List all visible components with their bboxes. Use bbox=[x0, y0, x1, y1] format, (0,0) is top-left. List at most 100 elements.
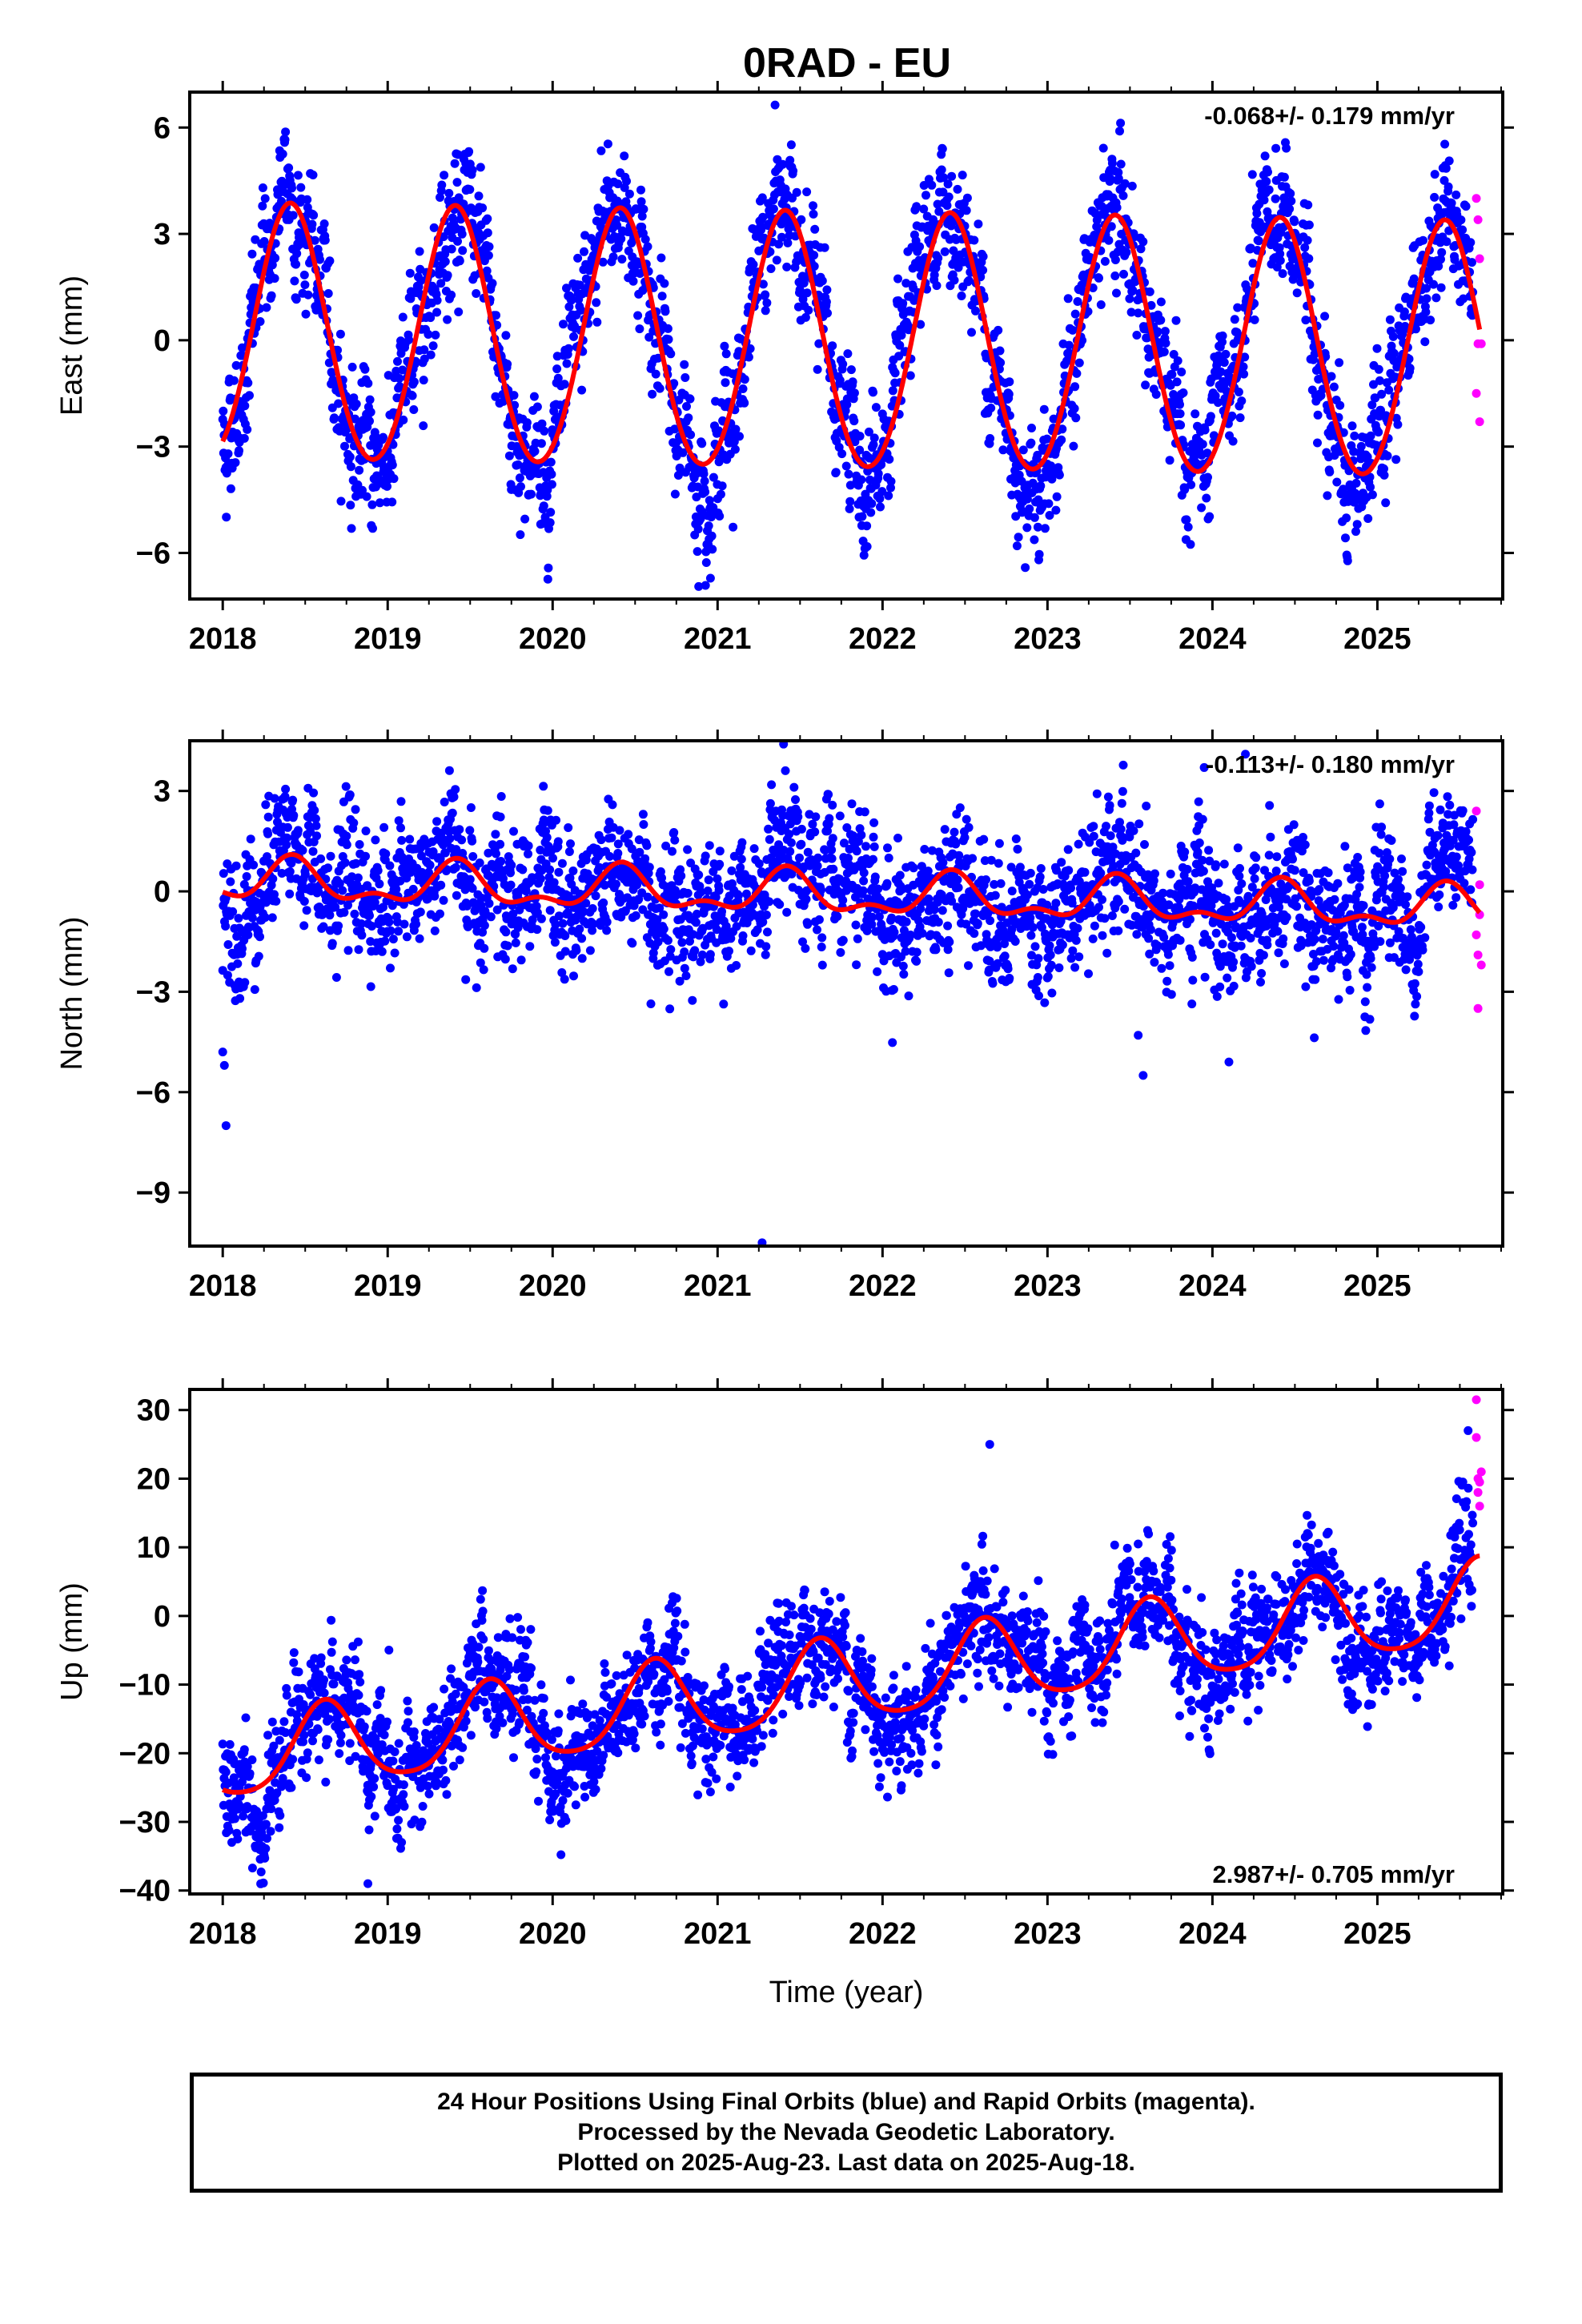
north-final-point bbox=[1092, 789, 1102, 798]
north-final-point bbox=[1011, 834, 1021, 843]
east-final-point bbox=[226, 484, 235, 493]
north-final-point bbox=[226, 877, 235, 887]
east-final-point bbox=[368, 524, 377, 533]
east-final-point bbox=[1367, 400, 1377, 410]
east-final-point bbox=[267, 291, 276, 300]
north-final-point bbox=[909, 863, 918, 873]
north-final-point bbox=[696, 957, 705, 967]
north-final-point bbox=[697, 950, 707, 959]
north-final-point bbox=[764, 824, 773, 834]
east-final-point bbox=[700, 476, 709, 486]
east-final-point bbox=[1280, 196, 1290, 206]
north-final-point bbox=[377, 947, 387, 956]
east-final-point bbox=[1447, 199, 1456, 208]
north-final-point bbox=[465, 826, 475, 835]
north-final-point bbox=[1027, 951, 1036, 960]
north-final-point bbox=[468, 883, 477, 893]
north-final-point bbox=[1046, 960, 1056, 970]
north-final-point bbox=[905, 931, 915, 939]
east-final-point bbox=[1116, 119, 1126, 128]
north-final-point bbox=[310, 806, 319, 815]
north-final-point bbox=[300, 870, 310, 879]
east-final-point bbox=[995, 346, 1005, 356]
east-final-point bbox=[996, 358, 1006, 368]
east-final-point bbox=[424, 330, 433, 339]
east-final-point bbox=[564, 344, 573, 353]
east-final-point bbox=[651, 369, 661, 379]
north-final-point bbox=[1003, 964, 1013, 974]
east-final-point bbox=[387, 460, 397, 470]
east-final-point bbox=[415, 247, 424, 256]
north-final-point bbox=[986, 855, 996, 865]
north-panel: 2018 2019 2020 2021 2022 2023 2024 2025−9−6−303… bbox=[55, 730, 1514, 1303]
east-final-point bbox=[484, 242, 494, 251]
north-final-point bbox=[501, 927, 511, 937]
north-final-point bbox=[343, 946, 353, 955]
north-final-point bbox=[480, 943, 489, 953]
north-final-point bbox=[536, 914, 546, 923]
east-final-point bbox=[1325, 467, 1335, 476]
east-final-point bbox=[640, 235, 650, 244]
north-final-point bbox=[970, 929, 979, 939]
east-final-point bbox=[1198, 440, 1207, 449]
north-final-point bbox=[675, 976, 685, 986]
east-final-point bbox=[1072, 368, 1082, 378]
east-final-point bbox=[1374, 364, 1383, 374]
north-final-point bbox=[1026, 868, 1035, 878]
east-final-point bbox=[721, 378, 730, 388]
east-final-point bbox=[967, 328, 976, 337]
north-final-point bbox=[733, 891, 743, 900]
north-final-point bbox=[539, 782, 548, 791]
north-final-point bbox=[663, 935, 673, 945]
north-final-point bbox=[690, 946, 700, 955]
north-final-point bbox=[361, 826, 371, 836]
north-final-point bbox=[994, 838, 1004, 848]
north-final-point bbox=[425, 860, 435, 870]
north-final-point bbox=[1074, 877, 1084, 887]
east-final-point bbox=[1461, 202, 1471, 211]
north-final-point bbox=[553, 837, 563, 846]
north-final-point bbox=[1047, 988, 1057, 998]
north-final-point bbox=[552, 815, 560, 825]
north-final-point bbox=[1131, 848, 1141, 858]
north-final-point bbox=[665, 967, 673, 976]
east-final-point bbox=[1352, 520, 1362, 529]
east-final-point bbox=[1126, 308, 1136, 317]
north-final-point bbox=[436, 880, 446, 890]
north-final-point bbox=[852, 960, 861, 970]
east-final-point bbox=[884, 491, 893, 501]
east-final-point bbox=[532, 402, 542, 412]
east-final-point bbox=[976, 272, 986, 282]
north-final-point bbox=[828, 800, 837, 810]
east-final-point bbox=[701, 581, 710, 590]
north-final-point bbox=[388, 935, 398, 944]
east-final-point bbox=[1100, 256, 1110, 266]
east-final-point bbox=[1045, 511, 1054, 520]
north-final-point bbox=[577, 954, 587, 963]
east-final-point bbox=[845, 480, 855, 490]
north-final-point bbox=[711, 892, 721, 902]
east-final-point bbox=[243, 424, 252, 434]
east-final-point bbox=[809, 262, 819, 271]
north-final-point bbox=[323, 863, 333, 873]
east-final-point bbox=[873, 469, 883, 478]
east-final-point bbox=[1205, 512, 1215, 521]
east-final-point bbox=[1341, 533, 1350, 543]
north-final-point bbox=[549, 878, 559, 887]
east-final-point bbox=[1314, 375, 1323, 384]
east-final-point bbox=[844, 469, 853, 479]
north-final-point bbox=[944, 968, 954, 978]
east-final-point bbox=[1005, 377, 1014, 387]
east-final-point bbox=[1120, 179, 1130, 188]
east-final-point bbox=[1335, 400, 1345, 410]
east-final-point bbox=[757, 225, 766, 235]
north-final-point bbox=[732, 922, 741, 931]
east-final-point bbox=[1379, 464, 1388, 473]
east-final-point bbox=[1466, 238, 1476, 247]
east-final-point bbox=[1426, 316, 1435, 325]
north-final-point bbox=[285, 889, 295, 899]
east-final-point bbox=[360, 364, 370, 374]
north-final-point bbox=[263, 812, 273, 822]
north-final-point bbox=[980, 856, 990, 866]
north-final-point bbox=[785, 830, 794, 839]
